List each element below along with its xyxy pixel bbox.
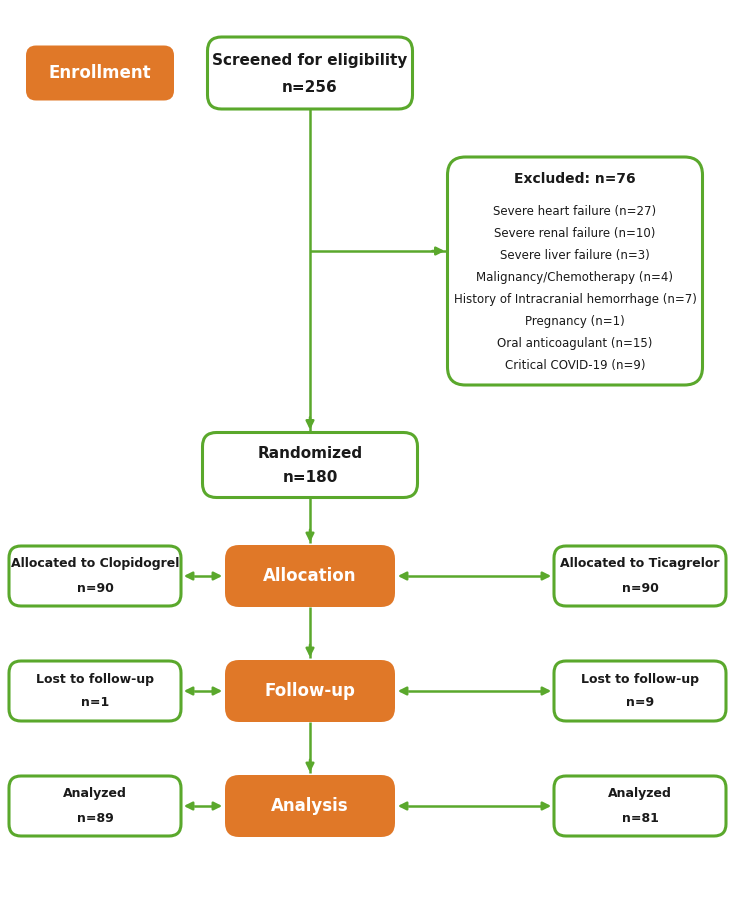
Text: Allocated to Ticagrelor: Allocated to Ticagrelor	[560, 558, 720, 570]
Text: Analysis: Analysis	[271, 797, 349, 815]
Text: Lost to follow-up: Lost to follow-up	[36, 672, 154, 686]
Text: n=90: n=90	[76, 581, 113, 594]
FancyBboxPatch shape	[225, 775, 395, 837]
FancyBboxPatch shape	[26, 46, 174, 101]
FancyBboxPatch shape	[554, 546, 726, 606]
FancyBboxPatch shape	[9, 661, 181, 721]
Text: Severe liver failure (n=3): Severe liver failure (n=3)	[500, 249, 650, 261]
Text: n=81: n=81	[621, 812, 658, 824]
FancyBboxPatch shape	[554, 661, 726, 721]
FancyBboxPatch shape	[225, 545, 395, 607]
FancyBboxPatch shape	[448, 157, 702, 385]
Text: Enrollment: Enrollment	[48, 64, 151, 82]
FancyBboxPatch shape	[208, 37, 412, 109]
FancyBboxPatch shape	[9, 776, 181, 836]
Text: Analyzed: Analyzed	[63, 788, 127, 801]
Text: n=90: n=90	[621, 581, 658, 594]
Text: n=9: n=9	[626, 697, 654, 710]
Text: Randomized: Randomized	[257, 446, 362, 460]
Text: History of Intracranial hemorrhage (n=7): History of Intracranial hemorrhage (n=7)	[454, 293, 696, 305]
FancyBboxPatch shape	[9, 546, 181, 606]
Text: Lost to follow-up: Lost to follow-up	[581, 672, 699, 686]
Text: Allocated to Clopidogrel: Allocated to Clopidogrel	[11, 558, 179, 570]
Text: Excluded: n=76: Excluded: n=76	[514, 172, 636, 186]
Text: n=89: n=89	[76, 812, 113, 824]
FancyBboxPatch shape	[225, 660, 395, 722]
Text: Severe renal failure (n=10): Severe renal failure (n=10)	[495, 226, 655, 239]
FancyBboxPatch shape	[554, 776, 726, 836]
Text: n=180: n=180	[282, 470, 337, 484]
Text: n=1: n=1	[81, 697, 109, 710]
Text: Follow-up: Follow-up	[264, 682, 356, 700]
Text: Severe heart failure (n=27): Severe heart failure (n=27)	[494, 204, 657, 217]
Text: Allocation: Allocation	[263, 567, 357, 585]
Text: Pregnancy (n=1): Pregnancy (n=1)	[525, 315, 625, 327]
Text: Malignancy/Chemotherapy (n=4): Malignancy/Chemotherapy (n=4)	[476, 271, 673, 283]
Text: n=256: n=256	[282, 80, 338, 94]
Text: Oral anticoagulant (n=15): Oral anticoagulant (n=15)	[498, 337, 652, 349]
Text: Critical COVID-19 (n=9): Critical COVID-19 (n=9)	[505, 359, 646, 371]
Text: Screened for eligibility: Screened for eligibility	[212, 52, 408, 68]
Text: Analyzed: Analyzed	[608, 788, 672, 801]
FancyBboxPatch shape	[202, 433, 418, 498]
